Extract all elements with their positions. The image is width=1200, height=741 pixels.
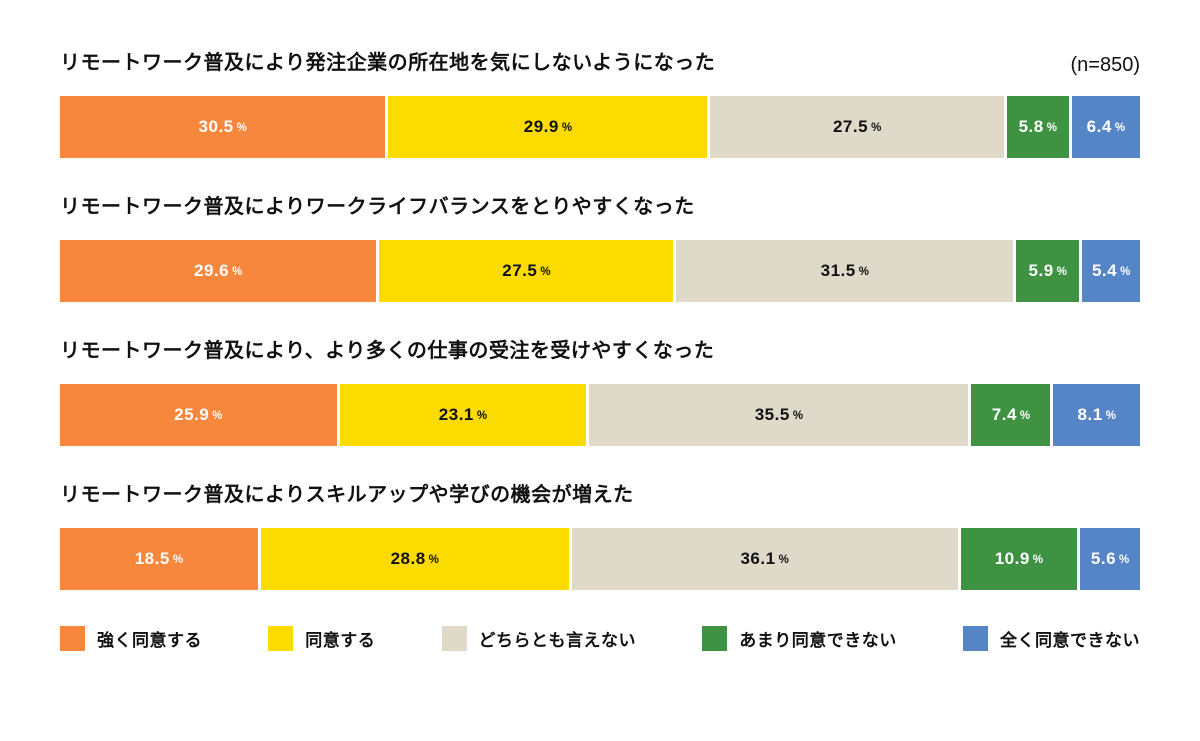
segment-value: 5.4: [1091, 261, 1118, 280]
legend-item-somewhat-disagree: あまり同意できない: [702, 626, 897, 651]
percent-sign: %: [172, 554, 184, 566]
percent-sign: %: [232, 266, 243, 278]
legend-label: 同意する: [305, 631, 376, 650]
segment-value: 6.4: [1086, 117, 1112, 136]
survey-chart-page: リモートワーク普及により発注企業の所在地を気にしないようになった (n=850) 3…: [60, 50, 1141, 651]
percent-sign: %: [1120, 266, 1131, 278]
stacked-bar: 18.5% 28.8% 36.1% 10.9% 5.6%: [60, 528, 1141, 590]
percent-sign: %: [778, 554, 789, 566]
bar-segment-strongly-agree: 30.5%: [60, 96, 386, 158]
bar-segment-somewhat-disagree: 5.9%: [1016, 240, 1080, 302]
bar-segment-agree: 28.8%: [260, 528, 569, 590]
segment-value: 5.6: [1090, 549, 1117, 568]
percent-sign: %: [212, 410, 223, 422]
legend-label: 全く同意できない: [1000, 631, 1140, 650]
bar-segment-somewhat-disagree: 7.4%: [971, 384, 1051, 446]
segment-value: 31.5: [820, 261, 856, 280]
bar-segment-strongly-disagree: 8.1%: [1053, 384, 1140, 446]
bar-segment-strongly-agree: 29.6%: [60, 240, 377, 302]
percent-sign: %: [428, 554, 439, 566]
chart-legend: 強く同意する 同意する どちらとも言えない あまり同意できない 全く同意できない: [60, 626, 1140, 651]
legend-item-neutral: どちらとも言えない: [441, 626, 637, 651]
segment-value: 5.8: [1018, 117, 1044, 136]
question-title: リモートワーク普及により、より多くの仕事の受注を受けやすくなった: [60, 340, 715, 362]
question-title-row: リモートワーク普及により、より多くの仕事の受注を受けやすくなった: [60, 338, 1140, 365]
segment-value: 30.5: [198, 117, 234, 136]
legend-item-strongly-agree: 強く同意する: [60, 626, 202, 651]
question-section: リモートワーク普及によりワークライフバランスをとりやすくなった 29.6% 27.5…: [60, 194, 1140, 302]
percent-sign: %: [858, 266, 869, 278]
stacked-bar: 30.5% 29.9% 27.5% 5.8% 6.4%: [60, 96, 1140, 158]
segment-value: 18.5: [134, 549, 170, 568]
percent-sign: %: [1046, 122, 1057, 134]
segment-value: 10.9: [994, 549, 1030, 568]
segment-value: 28.8: [390, 549, 426, 568]
segment-value: 29.6: [194, 261, 230, 280]
question-title: リモートワーク普及によりスキルアップや学びの機会が増えた: [60, 484, 634, 506]
segment-value: 23.1: [438, 405, 474, 424]
legend-label: 強く同意する: [97, 631, 202, 650]
legend-label: どちらとも言えない: [478, 631, 636, 650]
legend-item-strongly-disagree: 全く同意できない: [963, 626, 1140, 651]
question-section: リモートワーク普及によりスキルアップや学びの機会が増えた 18.5% 28.8% 36…: [60, 482, 1141, 590]
percent-sign: %: [1105, 410, 1116, 422]
percent-sign: %: [540, 266, 551, 278]
segment-value: 27.5: [502, 261, 538, 280]
segment-value: 29.9: [523, 117, 559, 136]
percent-sign: %: [792, 410, 804, 422]
segment-value: 35.5: [754, 405, 790, 424]
percent-sign: %: [871, 122, 882, 134]
percent-sign: %: [1019, 410, 1031, 422]
bar-segment-agree: 29.9%: [388, 96, 708, 158]
sample-size-label: (n=850): [1070, 54, 1141, 76]
bar-segment-strongly-disagree: 5.6%: [1080, 528, 1141, 590]
percent-sign: %: [476, 410, 488, 422]
question-title-row: リモートワーク普及によりスキルアップや学びの機会が増えた: [60, 482, 1140, 509]
legend-swatch: [963, 626, 988, 651]
stacked-bar: 29.6% 27.5% 31.5% 5.9% 5.4%: [60, 240, 1140, 302]
bar-segment-neutral: 31.5%: [676, 240, 1014, 302]
bar-segment-somewhat-disagree: 5.8%: [1006, 96, 1069, 158]
legend-item-agree: 同意する: [268, 626, 375, 651]
bar-segment-neutral: 35.5%: [589, 384, 969, 446]
segment-value: 8.1: [1077, 405, 1103, 424]
percent-sign: %: [1056, 266, 1067, 278]
question-title: リモートワーク普及により発注企業の所在地を気にしないようになった: [60, 52, 716, 74]
percent-sign: %: [1032, 554, 1044, 566]
question-section: リモートワーク普及により、より多くの仕事の受注を受けやすくなった 25.9% 23.…: [60, 338, 1140, 446]
bar-segment-agree: 23.1%: [339, 384, 587, 446]
question-title-row: リモートワーク普及により発注企業の所在地を気にしないようになった (n=850): [60, 50, 1140, 77]
bar-segment-neutral: 27.5%: [710, 96, 1004, 158]
bar-segment-strongly-disagree: 5.4%: [1082, 240, 1140, 302]
segment-value: 25.9: [174, 405, 210, 424]
legend-label: あまり同意できない: [739, 631, 897, 650]
segment-value: 5.9: [1028, 261, 1054, 280]
bar-segment-neutral: 36.1%: [571, 528, 958, 590]
legend-swatch: [441, 626, 467, 651]
stacked-bar: 25.9% 23.1% 35.5% 7.4% 8.1%: [60, 384, 1140, 446]
chart-rows: リモートワーク普及により発注企業の所在地を気にしないようになった (n=850) 3…: [60, 50, 1141, 590]
bar-segment-strongly-agree: 18.5%: [60, 528, 258, 590]
percent-sign: %: [236, 122, 247, 134]
segment-value: 27.5: [832, 117, 869, 136]
legend-swatch: [268, 626, 294, 651]
question-title-row: リモートワーク普及によりワークライフバランスをとりやすくなった: [60, 194, 1140, 221]
bar-segment-agree: 27.5%: [379, 240, 674, 302]
legend-swatch: [60, 626, 85, 651]
percent-sign: %: [561, 122, 573, 134]
bar-segment-strongly-agree: 25.9%: [60, 384, 337, 446]
question-title: リモートワーク普及によりワークライフバランスをとりやすくなった: [60, 196, 695, 218]
segment-value: 36.1: [740, 549, 776, 568]
percent-sign: %: [1114, 122, 1126, 134]
legend-swatch: [702, 626, 728, 651]
question-section: リモートワーク普及により発注企業の所在地を気にしないようになった (n=850) 3…: [60, 50, 1140, 158]
percent-sign: %: [1119, 554, 1130, 566]
bar-segment-somewhat-disagree: 10.9%: [960, 528, 1078, 590]
bar-segment-strongly-disagree: 6.4%: [1071, 96, 1140, 158]
segment-value: 7.4: [991, 405, 1017, 424]
